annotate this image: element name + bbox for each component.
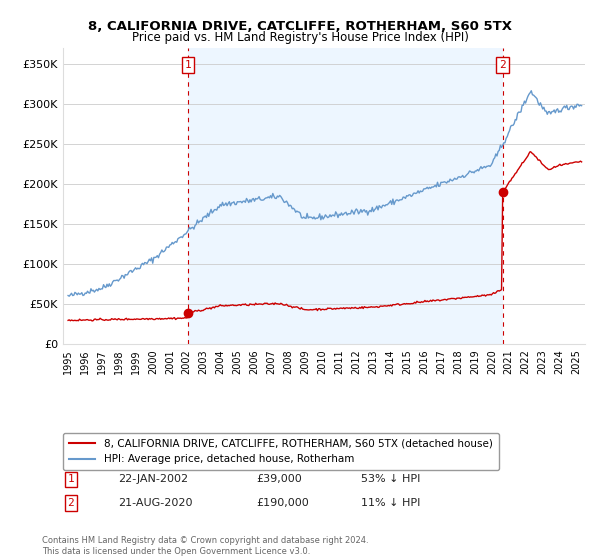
Bar (188, 48, 503, 344)
Text: 1: 1 (184, 60, 191, 70)
Text: 1: 1 (67, 474, 74, 484)
Legend: 8, CALIFORNIA DRIVE, CATCLIFFE, ROTHERHAM, S60 5TX (detached house), HPI: Averag: 8, CALIFORNIA DRIVE, CATCLIFFE, ROTHERHA… (63, 433, 499, 470)
Text: £39,000: £39,000 (256, 474, 302, 484)
Text: 11% ↓ HPI: 11% ↓ HPI (361, 498, 420, 508)
Text: Contains HM Land Registry data © Crown copyright and database right 2024.
This d: Contains HM Land Registry data © Crown c… (42, 536, 368, 556)
Text: 2: 2 (499, 60, 506, 70)
Text: 22-JAN-2002: 22-JAN-2002 (118, 474, 188, 484)
Text: 21-AUG-2020: 21-AUG-2020 (118, 498, 193, 508)
Text: 8, CALIFORNIA DRIVE, CATCLIFFE, ROTHERHAM, S60 5TX: 8, CALIFORNIA DRIVE, CATCLIFFE, ROTHERHA… (88, 20, 512, 32)
Text: 53% ↓ HPI: 53% ↓ HPI (361, 474, 420, 484)
Text: 2: 2 (67, 498, 74, 508)
Text: £190,000: £190,000 (256, 498, 309, 508)
Text: Price paid vs. HM Land Registry's House Price Index (HPI): Price paid vs. HM Land Registry's House … (131, 31, 469, 44)
